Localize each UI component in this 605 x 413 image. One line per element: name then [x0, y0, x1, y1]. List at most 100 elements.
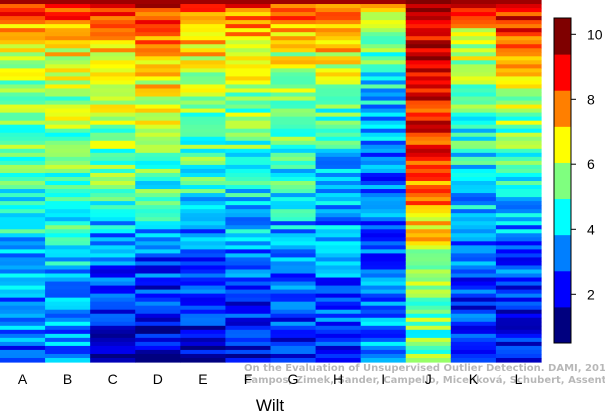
- heatmap-cell: [45, 181, 91, 186]
- heatmap-cell: [225, 253, 272, 259]
- heatmap-cell: [450, 52, 497, 57]
- heatmap-cell: [315, 112, 362, 118]
- heatmap-cell: [360, 345, 407, 351]
- heatmap-cell: [45, 305, 91, 311]
- heatmap-cell: [450, 273, 497, 279]
- heatmap-cell: [495, 100, 542, 106]
- heatmap-cell: [270, 233, 317, 238]
- heatmap-cell: [405, 341, 452, 347]
- heatmap-cell: [405, 353, 452, 359]
- heatmap-cell: [225, 357, 272, 363]
- heatmap-cell: [225, 104, 272, 110]
- heatmap-cell: [45, 140, 91, 146]
- heatmap-cell: [360, 325, 407, 331]
- heatmap-cell: [0, 176, 46, 182]
- heatmap-cell: [225, 152, 272, 158]
- heatmap-cell: [0, 72, 46, 78]
- heatmap-cell: [450, 152, 497, 158]
- heatmap-cell: [450, 36, 497, 41]
- heatmap-cell: [450, 225, 497, 230]
- heatmap-cell: [225, 257, 272, 263]
- heatmap-cell: [225, 116, 272, 122]
- heatmap-cell: [315, 253, 362, 259]
- heatmap-cell: [405, 0, 452, 5]
- heatmap-cell: [225, 68, 272, 73]
- heatmap-cell: [315, 341, 362, 347]
- heatmap-cell: [405, 20, 452, 25]
- heatmap-cell: [225, 64, 272, 69]
- heatmap-cell: [90, 140, 136, 146]
- heatmap-cell: [360, 293, 407, 299]
- heatmap-cell: [90, 325, 136, 331]
- heatmap-cell: [45, 273, 91, 279]
- heatmap-cell: [135, 176, 181, 182]
- colorbar-segment: [554, 234, 571, 272]
- heatmap-cell: [450, 261, 497, 267]
- heatmap-cell: [495, 301, 542, 307]
- heatmap-cell: [225, 325, 272, 331]
- heatmap-cell: [0, 48, 46, 53]
- heatmap-cell: [225, 241, 272, 246]
- heatmap-cell: [360, 112, 407, 118]
- heatmap-cell: [360, 16, 407, 21]
- heatmap-cell: [90, 132, 136, 138]
- heatmap-cell: [180, 148, 227, 154]
- heatmap-cell: [135, 329, 181, 335]
- heatmap-cell: [180, 104, 227, 110]
- heatmap-cell: [135, 333, 181, 339]
- heatmap-cell: [270, 193, 317, 198]
- heatmap-cell: [0, 112, 46, 118]
- heatmap-cell: [225, 205, 272, 210]
- heatmap-cell: [135, 305, 181, 311]
- heatmap-cell: [360, 56, 407, 61]
- heatmap-cell: [270, 8, 317, 13]
- heatmap-cell: [45, 225, 91, 230]
- heatmap-cell: [450, 241, 497, 246]
- heatmap-cell: [135, 8, 181, 13]
- heatmap-cell: [45, 16, 91, 21]
- heatmap-cell: [495, 337, 542, 343]
- heatmap-cell: [225, 293, 272, 299]
- x-tick-label: H: [333, 371, 343, 387]
- heatmap-cell: [45, 76, 91, 82]
- heatmap-cell: [0, 257, 46, 263]
- heatmap-cell: [405, 160, 452, 166]
- heatmap-cell: [360, 32, 407, 37]
- heatmap-cell: [450, 104, 497, 110]
- heatmap-cell: [270, 152, 317, 158]
- heatmap-cell: [360, 68, 407, 73]
- heatmap-cell: [315, 277, 362, 283]
- heatmap-cell: [135, 40, 181, 45]
- heatmap-cell: [270, 84, 317, 90]
- heatmap-cell: [270, 112, 317, 118]
- heatmap-cell: [135, 261, 181, 267]
- heatmap-cell: [270, 249, 317, 254]
- heatmap-cell: [270, 333, 317, 339]
- heatmap-cell: [495, 233, 542, 238]
- heatmap-cell: [495, 317, 542, 323]
- heatmap-cell: [45, 136, 91, 142]
- heatmap-cell: [405, 4, 452, 9]
- heatmap-cell: [180, 140, 227, 146]
- heatmap-cell: [45, 84, 91, 90]
- heatmap-cell: [405, 241, 452, 246]
- heatmap-cell: [135, 293, 181, 299]
- heatmap-cell: [405, 72, 452, 78]
- heatmap-cell: [450, 132, 497, 138]
- heatmap-cell: [225, 148, 272, 154]
- heatmap-cell: [90, 309, 136, 315]
- heatmap-cell: [90, 72, 136, 78]
- heatmap-cell: [0, 32, 46, 37]
- heatmap-cell: [360, 8, 407, 13]
- heatmap-cell: [405, 289, 452, 295]
- heatmap-cell: [495, 213, 542, 218]
- heatmap-cell: [315, 72, 362, 78]
- heatmap-cell: [360, 321, 407, 327]
- heatmap-cell: [495, 76, 542, 82]
- heatmap-cell: [315, 221, 362, 226]
- heatmap-cell: [225, 168, 272, 174]
- heatmap-cell: [135, 225, 181, 230]
- heatmap-cell: [135, 185, 181, 190]
- heatmap-cell: [180, 233, 227, 238]
- heatmap-cell: [0, 156, 46, 162]
